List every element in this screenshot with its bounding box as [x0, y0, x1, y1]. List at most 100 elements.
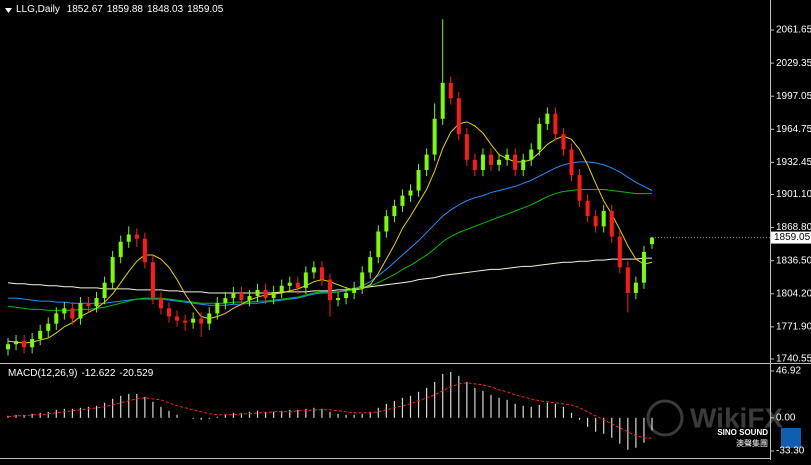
candle-body [46, 323, 51, 331]
candle-body [207, 313, 212, 324]
candle-body [440, 82, 445, 119]
candle-body [400, 195, 405, 206]
candle-body [118, 241, 123, 258]
last-high: 1859.88 [106, 4, 143, 15]
candle-body [553, 113, 558, 135]
candle-body [480, 154, 485, 171]
candle-body [497, 159, 502, 165]
candle-body [529, 149, 534, 160]
candle-body [126, 234, 131, 242]
last-price-box [771, 231, 811, 244]
y-tick-label: 1804.20 [776, 288, 811, 299]
candle-body [344, 292, 349, 299]
candle-body [158, 298, 163, 309]
candle-body [134, 234, 139, 239]
candle-body [287, 282, 292, 286]
candle-body [22, 341, 27, 348]
candle-body [593, 216, 598, 227]
candle-body [38, 330, 43, 340]
candle-body [279, 285, 284, 292]
candle-body [432, 118, 437, 155]
y-tick-label: 1901.10 [776, 189, 811, 200]
candle-body [328, 279, 332, 301]
candle-body [255, 289, 260, 297]
candle-body [537, 123, 542, 150]
candle-body [30, 339, 35, 348]
signal-line [7, 382, 653, 439]
last-close: 1859.05 [187, 4, 224, 15]
candle-body [505, 154, 510, 160]
candle-body [110, 257, 115, 283]
candle-body [384, 216, 389, 232]
candle-body [545, 113, 550, 124]
candle-body [448, 82, 453, 99]
candle-body [247, 296, 252, 301]
candle-body [271, 291, 276, 299]
candle-body [577, 175, 582, 201]
candle-body [199, 318, 204, 324]
candle-body [263, 289, 268, 299]
candle-body [70, 308, 75, 319]
candle-body [617, 236, 622, 268]
candle-body [54, 313, 59, 324]
candle-body [239, 292, 244, 301]
candle-body [569, 149, 574, 176]
candle-body [142, 238, 147, 263]
y-tick-label: 1868.80 [776, 222, 811, 233]
macd-header: MACD(12,26,9) -12.622 -20.529 [8, 368, 157, 379]
y-tick-label: -33.30 [776, 446, 805, 457]
candle-body [609, 210, 614, 237]
y-tick-label: 1740.55 [776, 354, 811, 365]
y-tick-label: 1836.50 [776, 255, 811, 266]
logo-text: SINO SOUND [717, 428, 768, 437]
candle-body [650, 237, 654, 245]
symbol: LLG,Daily [16, 4, 60, 15]
candle-body [625, 267, 630, 293]
candle-body [456, 98, 461, 135]
candle-body [223, 298, 228, 304]
watermark-text: WikiFX [690, 402, 783, 433]
main-header: LLG,Daily 1852.67 1859.88 1848.03 1859.05 [16, 4, 227, 15]
candle-body [94, 298, 99, 307]
y-tick-label: 1964.75 [776, 124, 811, 135]
logo-sub: 澳聲集團 [736, 438, 768, 448]
candle-body [601, 210, 606, 227]
candle-body [6, 344, 10, 350]
watermark: WikiFX [646, 399, 783, 437]
y-tick-label: 1771.90 [776, 322, 811, 333]
candle-body [336, 298, 341, 301]
y-tick-label: 1997.05 [776, 91, 811, 102]
candle-body [352, 287, 357, 293]
y-tick-label: 0.00 [776, 412, 796, 423]
candle-body [191, 318, 196, 323]
candle-body [150, 262, 155, 299]
y-tick-label: 1932.45 [776, 157, 811, 168]
last-open: 1852.67 [66, 4, 103, 15]
macd-last: -12.622 [81, 368, 116, 379]
candle-body [319, 267, 324, 280]
candle-body [78, 303, 83, 319]
candle-body [14, 341, 19, 345]
collapse-icon [5, 8, 12, 13]
watermark-icon [646, 399, 684, 437]
candle-body [424, 154, 429, 171]
macd-title: MACD(12,26,9) [8, 368, 78, 379]
candle-body [464, 134, 469, 160]
candle-body [295, 282, 300, 288]
candle-body [175, 316, 180, 321]
last-price-label: 1859.05 [774, 232, 811, 243]
candle-body [416, 170, 421, 191]
candle-body [392, 205, 397, 217]
candle-body [215, 303, 220, 314]
candle-body [376, 231, 381, 258]
candle-body [231, 292, 236, 299]
candle-body [360, 272, 365, 288]
candle-body [585, 200, 590, 217]
candle-body [167, 308, 171, 317]
candle-body [311, 267, 316, 273]
candle-body [408, 190, 413, 196]
candle-body [521, 159, 526, 171]
candle-body [86, 303, 91, 307]
